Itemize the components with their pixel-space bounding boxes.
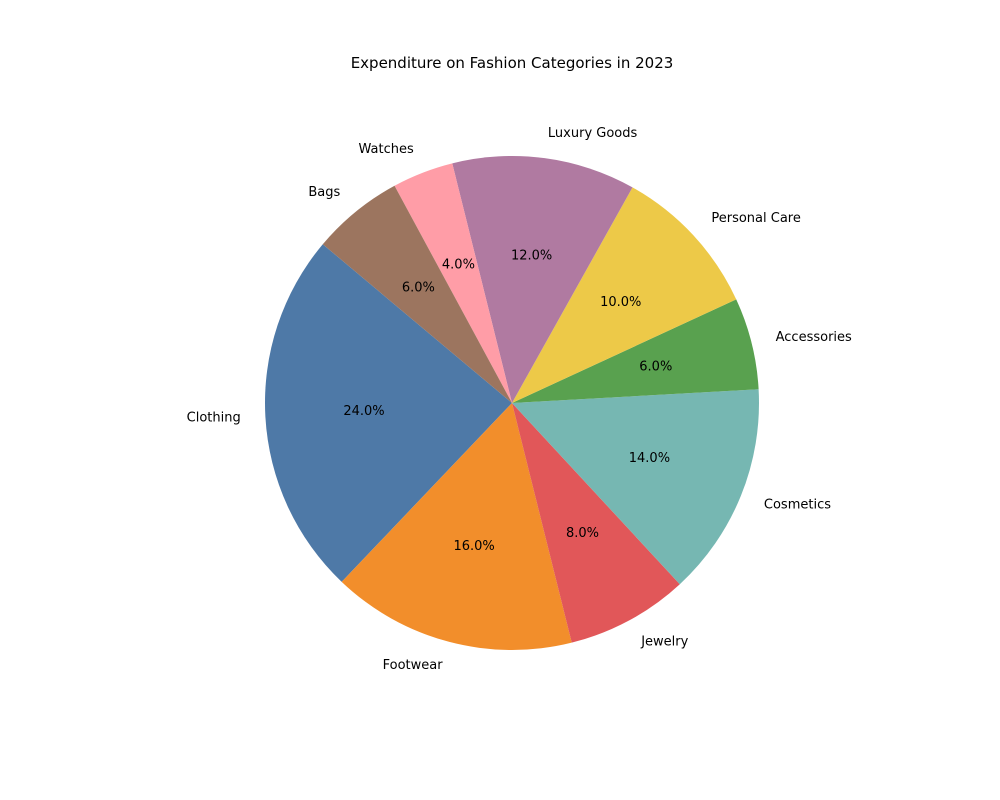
category-labels: Clothing Footwear Jewelry Cosmetics Accessor… bbox=[187, 126, 852, 673]
percent-label: 16.0% bbox=[453, 539, 494, 554]
percent-labels: 24.0% 16.0% 8.0% 14.0% 6.0% 10.0% 12.0% 4.0% 6.0… bbox=[343, 249, 672, 554]
percent-label: 12.0% bbox=[511, 249, 552, 264]
percent-label: 10.0% bbox=[600, 295, 641, 310]
category-label: Watches bbox=[358, 142, 413, 157]
pie-slice-personal-care bbox=[512, 187, 737, 403]
pie-slice-watches bbox=[394, 163, 512, 403]
pie-slice-luxury-goods bbox=[452, 156, 633, 403]
category-label: Jewelry bbox=[640, 635, 688, 650]
percent-label: 6.0% bbox=[639, 360, 672, 375]
percent-label: 24.0% bbox=[343, 404, 384, 419]
pie-slice-accessories bbox=[512, 299, 759, 403]
pie-slice-cosmetics bbox=[512, 389, 759, 585]
category-label: Clothing bbox=[187, 411, 241, 426]
category-label: Footwear bbox=[383, 658, 444, 673]
percent-label: 6.0% bbox=[402, 281, 435, 296]
chart-title: Expenditure on Fashion Categories in 202… bbox=[351, 54, 674, 72]
category-label: Bags bbox=[308, 185, 340, 200]
category-label: Luxury Goods bbox=[548, 126, 638, 141]
percent-label: 14.0% bbox=[629, 451, 670, 466]
pie-slice-clothing bbox=[265, 244, 512, 582]
pie-slices bbox=[265, 156, 759, 650]
category-label: Personal Care bbox=[711, 211, 801, 226]
pie-slice-bags bbox=[322, 185, 512, 403]
pie-slice-footwear bbox=[341, 403, 572, 650]
percent-label: 4.0% bbox=[442, 257, 475, 272]
category-label: Cosmetics bbox=[764, 497, 831, 512]
category-label: Accessories bbox=[776, 330, 852, 345]
pie-slice-jewelry bbox=[512, 403, 680, 643]
percent-label: 8.0% bbox=[566, 526, 599, 541]
